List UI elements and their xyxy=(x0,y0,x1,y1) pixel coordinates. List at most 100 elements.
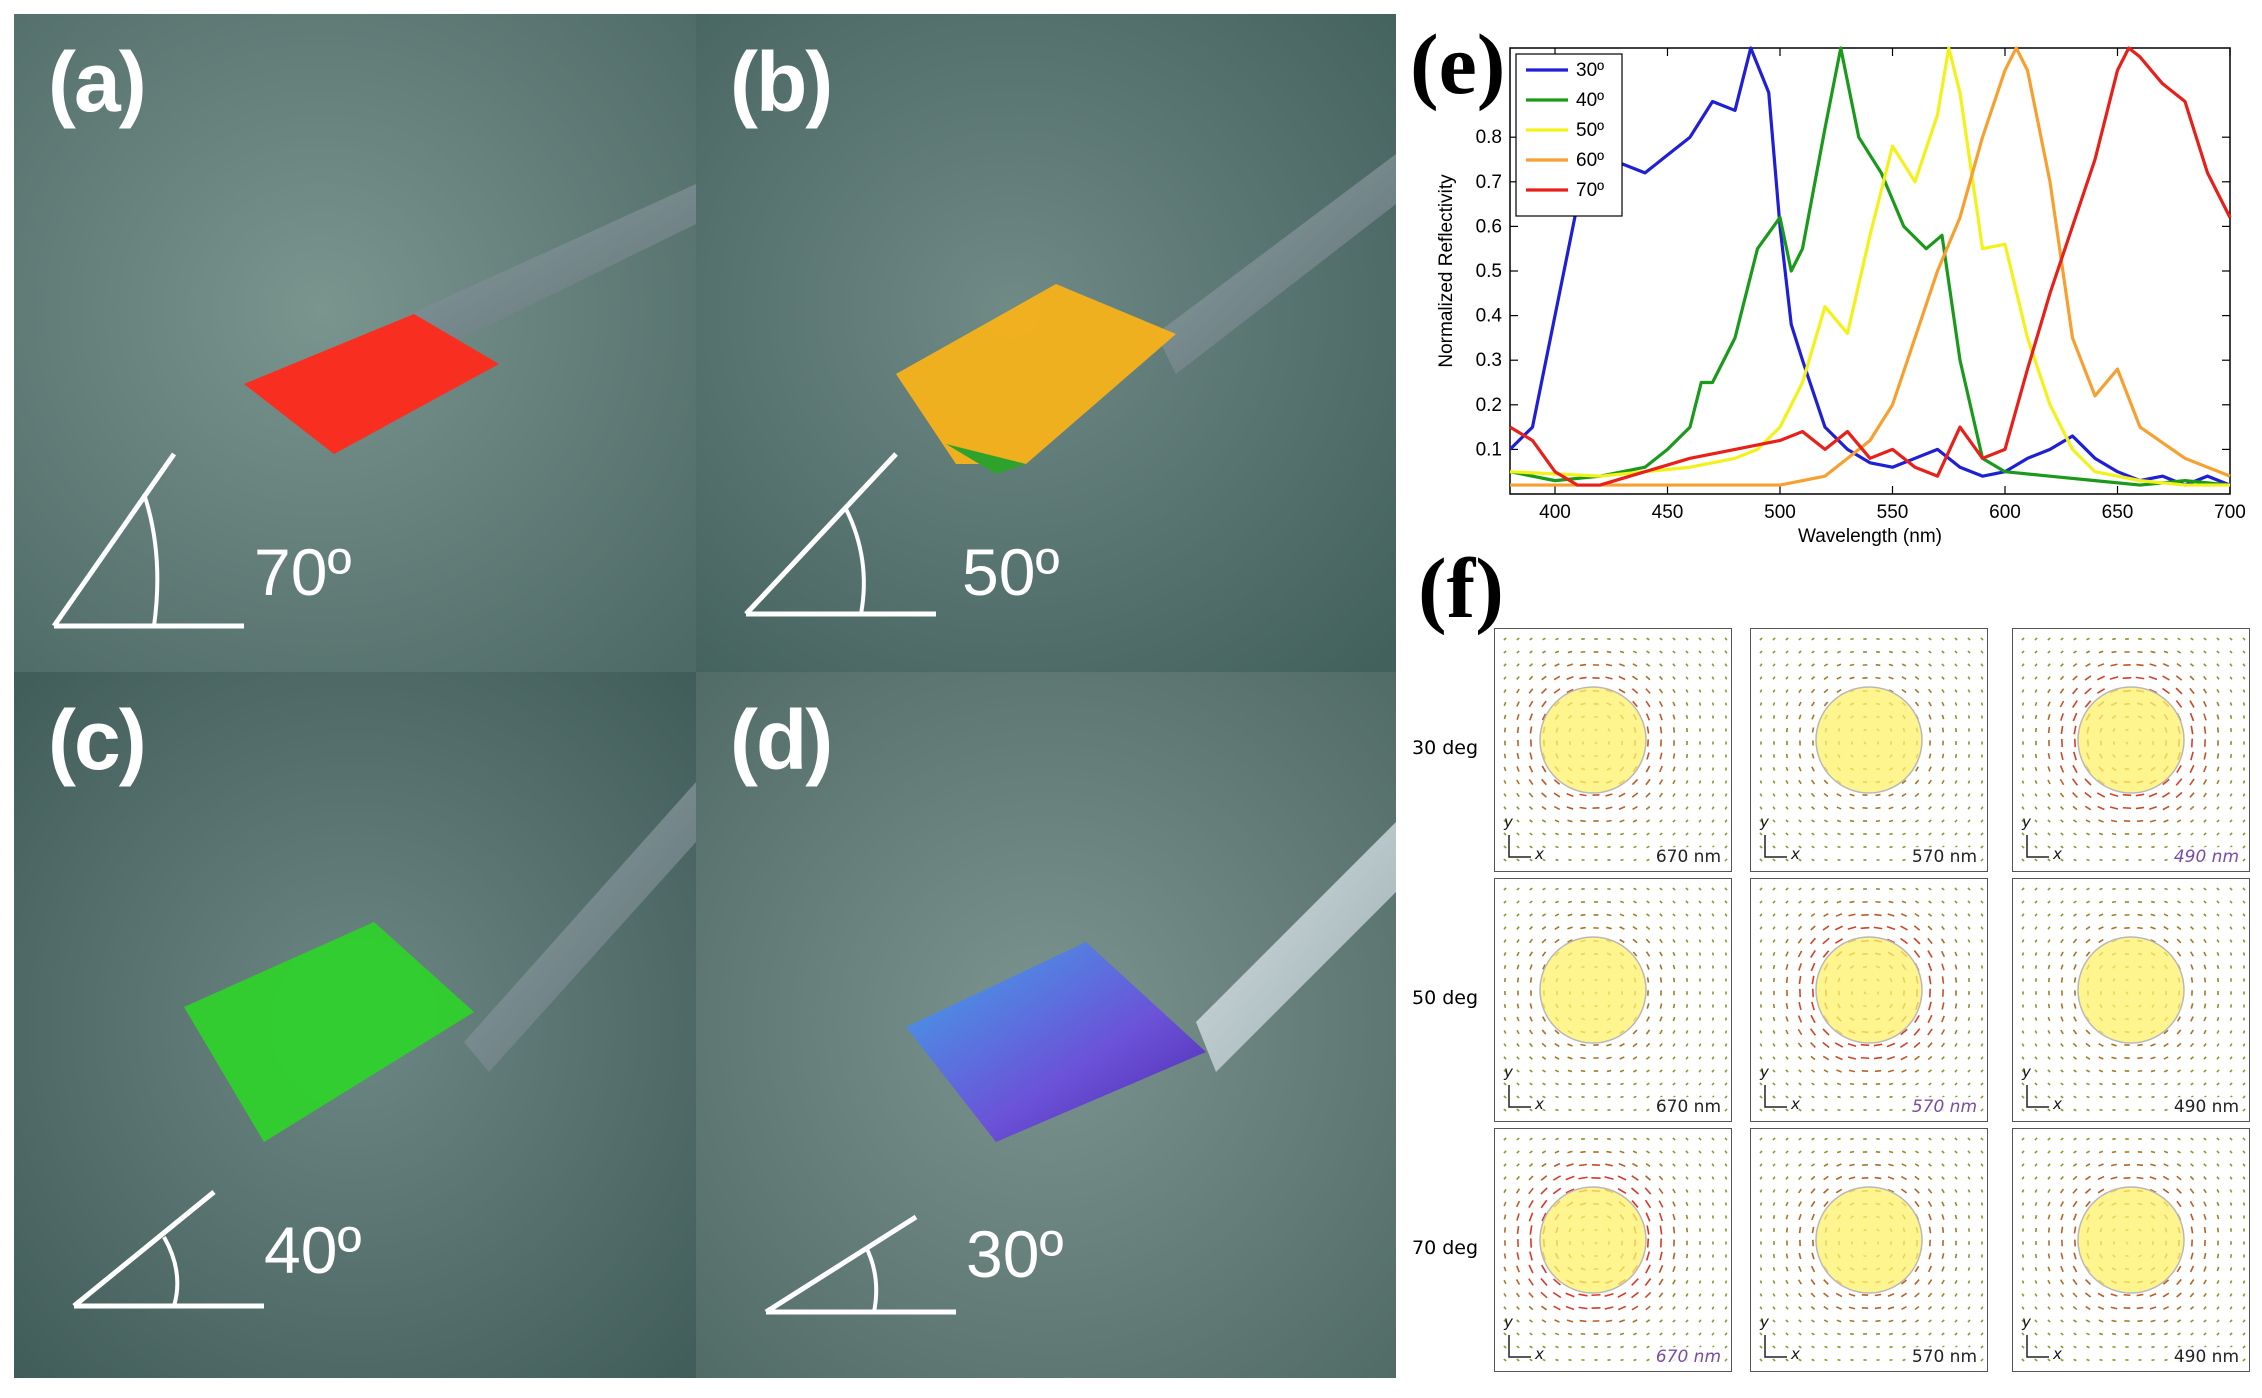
field-arrow xyxy=(1566,806,1574,810)
field-arrow xyxy=(1941,1279,1945,1285)
field-arrow xyxy=(2229,767,2233,771)
field-arrow xyxy=(2190,650,2194,654)
field-arrow xyxy=(2110,819,2118,823)
field-arrow xyxy=(1724,887,1728,891)
field-arrow xyxy=(2162,778,2170,786)
field-arrow xyxy=(1605,1163,1613,1167)
field-map-cell: y x 570 nm xyxy=(1750,1128,1988,1372)
field-arrow xyxy=(1809,937,1817,945)
field-arrow xyxy=(1541,925,1547,931)
field-arrow xyxy=(1711,965,1715,969)
field-arrow xyxy=(1967,1017,1971,1021)
field-arrow xyxy=(1941,1201,1945,1207)
field-arrow xyxy=(1980,689,1984,693)
field-arrow xyxy=(2189,805,2195,811)
field-map-cell: y x 490 nm xyxy=(2012,628,2250,872)
field-arrow xyxy=(1980,1108,1984,1112)
field-arrow xyxy=(1915,1137,1919,1141)
field-arrow xyxy=(1823,1163,1829,1167)
reflectivity-chart: 400 450 500 550 600 650 7000.10.20.30.40.50.60… xyxy=(1436,46,2246,547)
field-arrow xyxy=(1980,913,1984,917)
field-arrow xyxy=(1618,1163,1626,1167)
field-arrow xyxy=(1645,938,1651,944)
field-arrow xyxy=(1542,858,1546,862)
field-arrow xyxy=(2176,1265,2182,1273)
tweezer xyxy=(1156,154,1396,374)
field-arrow xyxy=(1759,1215,1763,1219)
field-arrow xyxy=(1659,1225,1663,1235)
field-arrow xyxy=(2047,806,2051,810)
field-arrow xyxy=(1772,1137,1776,1141)
field-arrow xyxy=(1811,1226,1815,1234)
field-arrow xyxy=(1645,1056,1651,1060)
field-arrow xyxy=(1967,1030,1971,1034)
field-arrow xyxy=(2163,1069,2169,1073)
field-arrow xyxy=(1954,1069,1958,1073)
field-arrow xyxy=(2110,1306,2118,1310)
field-arrow xyxy=(1644,1291,1652,1299)
field-arrow xyxy=(1874,913,1882,917)
field-arrow xyxy=(1555,1082,1559,1086)
field-arrow xyxy=(1698,715,1702,719)
field-arrow xyxy=(1516,1069,1520,1073)
field-arrow xyxy=(2047,887,2051,891)
field-arrow xyxy=(2111,913,2117,917)
field-arrow xyxy=(1633,1358,1637,1362)
field-arrow xyxy=(2229,832,2233,836)
field-arrow xyxy=(1711,952,1715,956)
field-arrow xyxy=(1798,676,1802,680)
field-arrow xyxy=(1711,1332,1715,1336)
field-arrow xyxy=(1967,1056,1971,1060)
field-arrow xyxy=(1914,1305,1920,1311)
field-arrow xyxy=(2099,900,2103,904)
field-arrow xyxy=(2229,1306,2233,1310)
wavelength-label: 670 nm xyxy=(1653,847,1723,867)
field-arrow xyxy=(1503,1332,1507,1336)
field-arrow xyxy=(2059,1279,2065,1285)
field-arrow xyxy=(1604,1292,1614,1298)
field-arrow xyxy=(1772,913,1776,917)
field-arrow xyxy=(1645,1305,1651,1311)
field-arrow xyxy=(1503,1082,1507,1086)
photo-label: (b) xyxy=(730,35,833,129)
field-arrow xyxy=(1528,792,1534,798)
field-arrow xyxy=(1685,1056,1689,1060)
field-arrow xyxy=(1848,1306,1856,1310)
field-arrow xyxy=(1567,900,1573,904)
field-arrow xyxy=(1798,1226,1802,1234)
photo-a-scene xyxy=(14,14,696,672)
field-arrow xyxy=(2021,1095,2025,1099)
field-arrow xyxy=(1928,727,1932,733)
field-arrow xyxy=(2072,663,2078,667)
field-arrow xyxy=(1528,688,1534,694)
field-arrow xyxy=(2242,819,2246,823)
field-arrow xyxy=(1810,1014,1816,1024)
field-arrow xyxy=(2060,637,2064,641)
field-arrow xyxy=(1698,1189,1702,1193)
field-arrow xyxy=(1672,832,1676,836)
field-arrow xyxy=(1672,1163,1676,1167)
field-arrow xyxy=(2086,900,2090,904)
field-arrow xyxy=(2164,1137,2168,1141)
field-arrow xyxy=(1941,1292,1945,1298)
field-arrow xyxy=(1759,887,1763,891)
field-arrow xyxy=(2203,1319,2207,1323)
field-arrow xyxy=(1967,913,1971,917)
field-arrow xyxy=(2189,663,2195,667)
field-arrow xyxy=(2176,1319,2182,1323)
field-arrow xyxy=(1685,1030,1689,1034)
field-arrow xyxy=(1900,1188,1908,1194)
field-arrow xyxy=(1698,1150,1702,1154)
field-arrow xyxy=(1607,887,1611,891)
field-arrow xyxy=(1711,793,1715,797)
y-tick-label: 0.4 xyxy=(1476,306,1503,327)
field-arrow xyxy=(1785,845,1789,849)
field-arrow xyxy=(1711,650,1715,654)
field-arrow xyxy=(2242,1095,2246,1099)
field-arrow xyxy=(2151,887,2155,891)
field-arrow xyxy=(1850,832,1854,836)
field-arrow xyxy=(1980,767,1984,771)
field-arrow xyxy=(1772,1345,1776,1349)
field-arrow xyxy=(1553,792,1561,798)
field-arrow xyxy=(1980,1030,1984,1034)
